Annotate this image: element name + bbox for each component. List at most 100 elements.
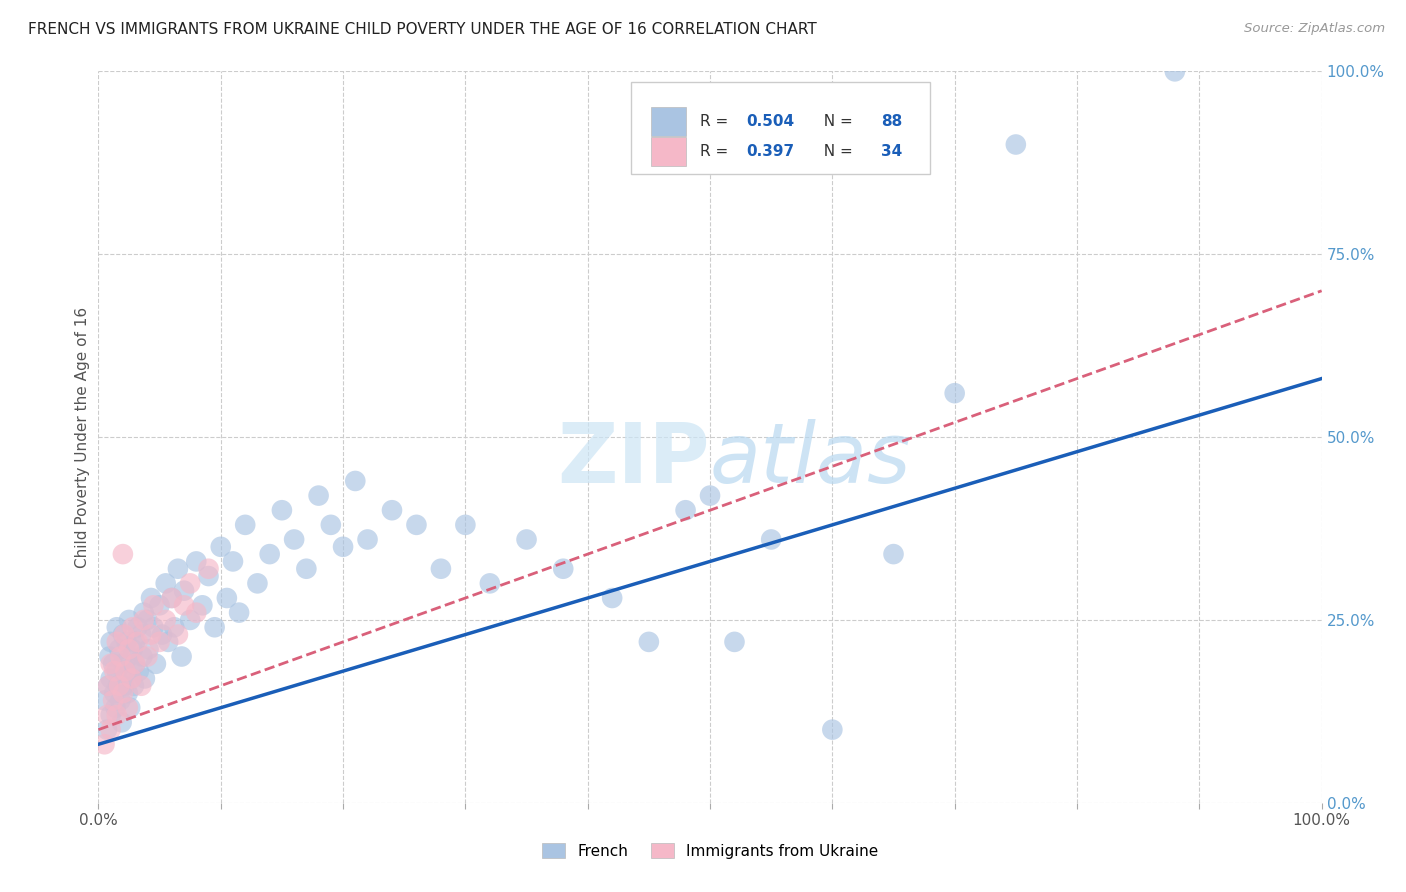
Point: [197, 562, 219, 576]
Point: [136, 613, 159, 627]
Point: [259, 547, 281, 561]
Point: [179, 576, 201, 591]
Point: [332, 540, 354, 554]
Point: [118, 642, 141, 657]
FancyBboxPatch shape: [630, 82, 931, 174]
Point: [723, 635, 745, 649]
Point: [117, 700, 139, 714]
Point: [134, 672, 156, 686]
Point: [197, 569, 219, 583]
Point: [1164, 64, 1187, 78]
Point: [128, 664, 150, 678]
Point: [100, 635, 122, 649]
Text: 88: 88: [882, 114, 903, 129]
Point: [121, 620, 143, 634]
Point: [96, 723, 118, 737]
Point: [155, 576, 177, 591]
Point: [100, 657, 122, 671]
Point: [138, 642, 160, 657]
Point: [515, 533, 537, 547]
Point: [100, 672, 122, 686]
Point: [319, 517, 342, 532]
Point: [120, 700, 142, 714]
Point: [1004, 137, 1026, 152]
Legend: French, Immigrants from Ukraine: French, Immigrants from Ukraine: [536, 837, 884, 864]
Point: [114, 664, 136, 678]
Text: N =: N =: [814, 145, 858, 160]
Point: [96, 708, 118, 723]
Point: [104, 700, 127, 714]
Point: [124, 635, 146, 649]
Point: [118, 613, 141, 627]
Point: [283, 533, 305, 547]
Point: [163, 620, 186, 634]
Point: [149, 599, 172, 613]
Point: [233, 517, 256, 532]
Point: [98, 649, 121, 664]
FancyBboxPatch shape: [651, 107, 686, 136]
Point: [111, 627, 134, 641]
Point: [108, 679, 131, 693]
Point: [170, 649, 193, 664]
Point: [93, 737, 115, 751]
Point: [132, 613, 155, 627]
Point: [122, 679, 145, 693]
Point: [107, 679, 129, 693]
Point: [105, 708, 128, 723]
Point: [883, 547, 905, 561]
Point: [105, 664, 128, 678]
Point: [101, 693, 124, 707]
Point: [454, 517, 477, 532]
Point: [173, 583, 195, 598]
Point: [100, 708, 122, 723]
Point: [821, 723, 844, 737]
Text: N =: N =: [814, 114, 858, 129]
Point: [344, 474, 367, 488]
Point: [638, 635, 661, 649]
Point: [381, 503, 404, 517]
Point: [430, 562, 453, 576]
Text: 0.397: 0.397: [747, 145, 794, 160]
Point: [108, 642, 131, 657]
Point: [112, 627, 135, 641]
Point: [600, 591, 623, 605]
Point: [112, 679, 135, 693]
Point: [105, 635, 128, 649]
Point: [295, 562, 318, 576]
Point: [120, 672, 142, 686]
Point: [675, 503, 697, 517]
Point: [222, 554, 245, 568]
Point: [127, 635, 149, 649]
Point: [129, 679, 152, 693]
Point: [111, 547, 134, 561]
Text: ZIP: ZIP: [558, 418, 710, 500]
Point: [111, 715, 134, 730]
Point: [308, 489, 330, 503]
Point: [167, 627, 190, 641]
FancyBboxPatch shape: [651, 137, 686, 167]
Text: Source: ZipAtlas.com: Source: ZipAtlas.com: [1244, 22, 1385, 36]
Point: [191, 599, 214, 613]
Point: [186, 554, 208, 568]
Point: [209, 540, 232, 554]
Point: [478, 576, 501, 591]
Point: [115, 635, 138, 649]
Point: [215, 591, 238, 605]
Point: [97, 679, 120, 693]
Text: R =: R =: [700, 145, 734, 160]
Point: [139, 591, 162, 605]
Point: [179, 613, 201, 627]
Point: [100, 723, 122, 737]
Y-axis label: Child Poverty Under the Age of 16: Child Poverty Under the Age of 16: [75, 307, 90, 567]
Text: FRENCH VS IMMIGRANTS FROM UKRAINE CHILD POVERTY UNDER THE AGE OF 16 CORRELATION : FRENCH VS IMMIGRANTS FROM UKRAINE CHILD …: [28, 22, 817, 37]
Point: [111, 657, 134, 671]
Point: [103, 664, 125, 678]
Point: [943, 386, 966, 401]
Point: [150, 627, 173, 641]
Point: [101, 657, 124, 671]
Point: [356, 533, 378, 547]
Point: [405, 517, 427, 532]
Point: [160, 591, 183, 605]
Point: [131, 649, 153, 664]
Point: [553, 562, 575, 576]
